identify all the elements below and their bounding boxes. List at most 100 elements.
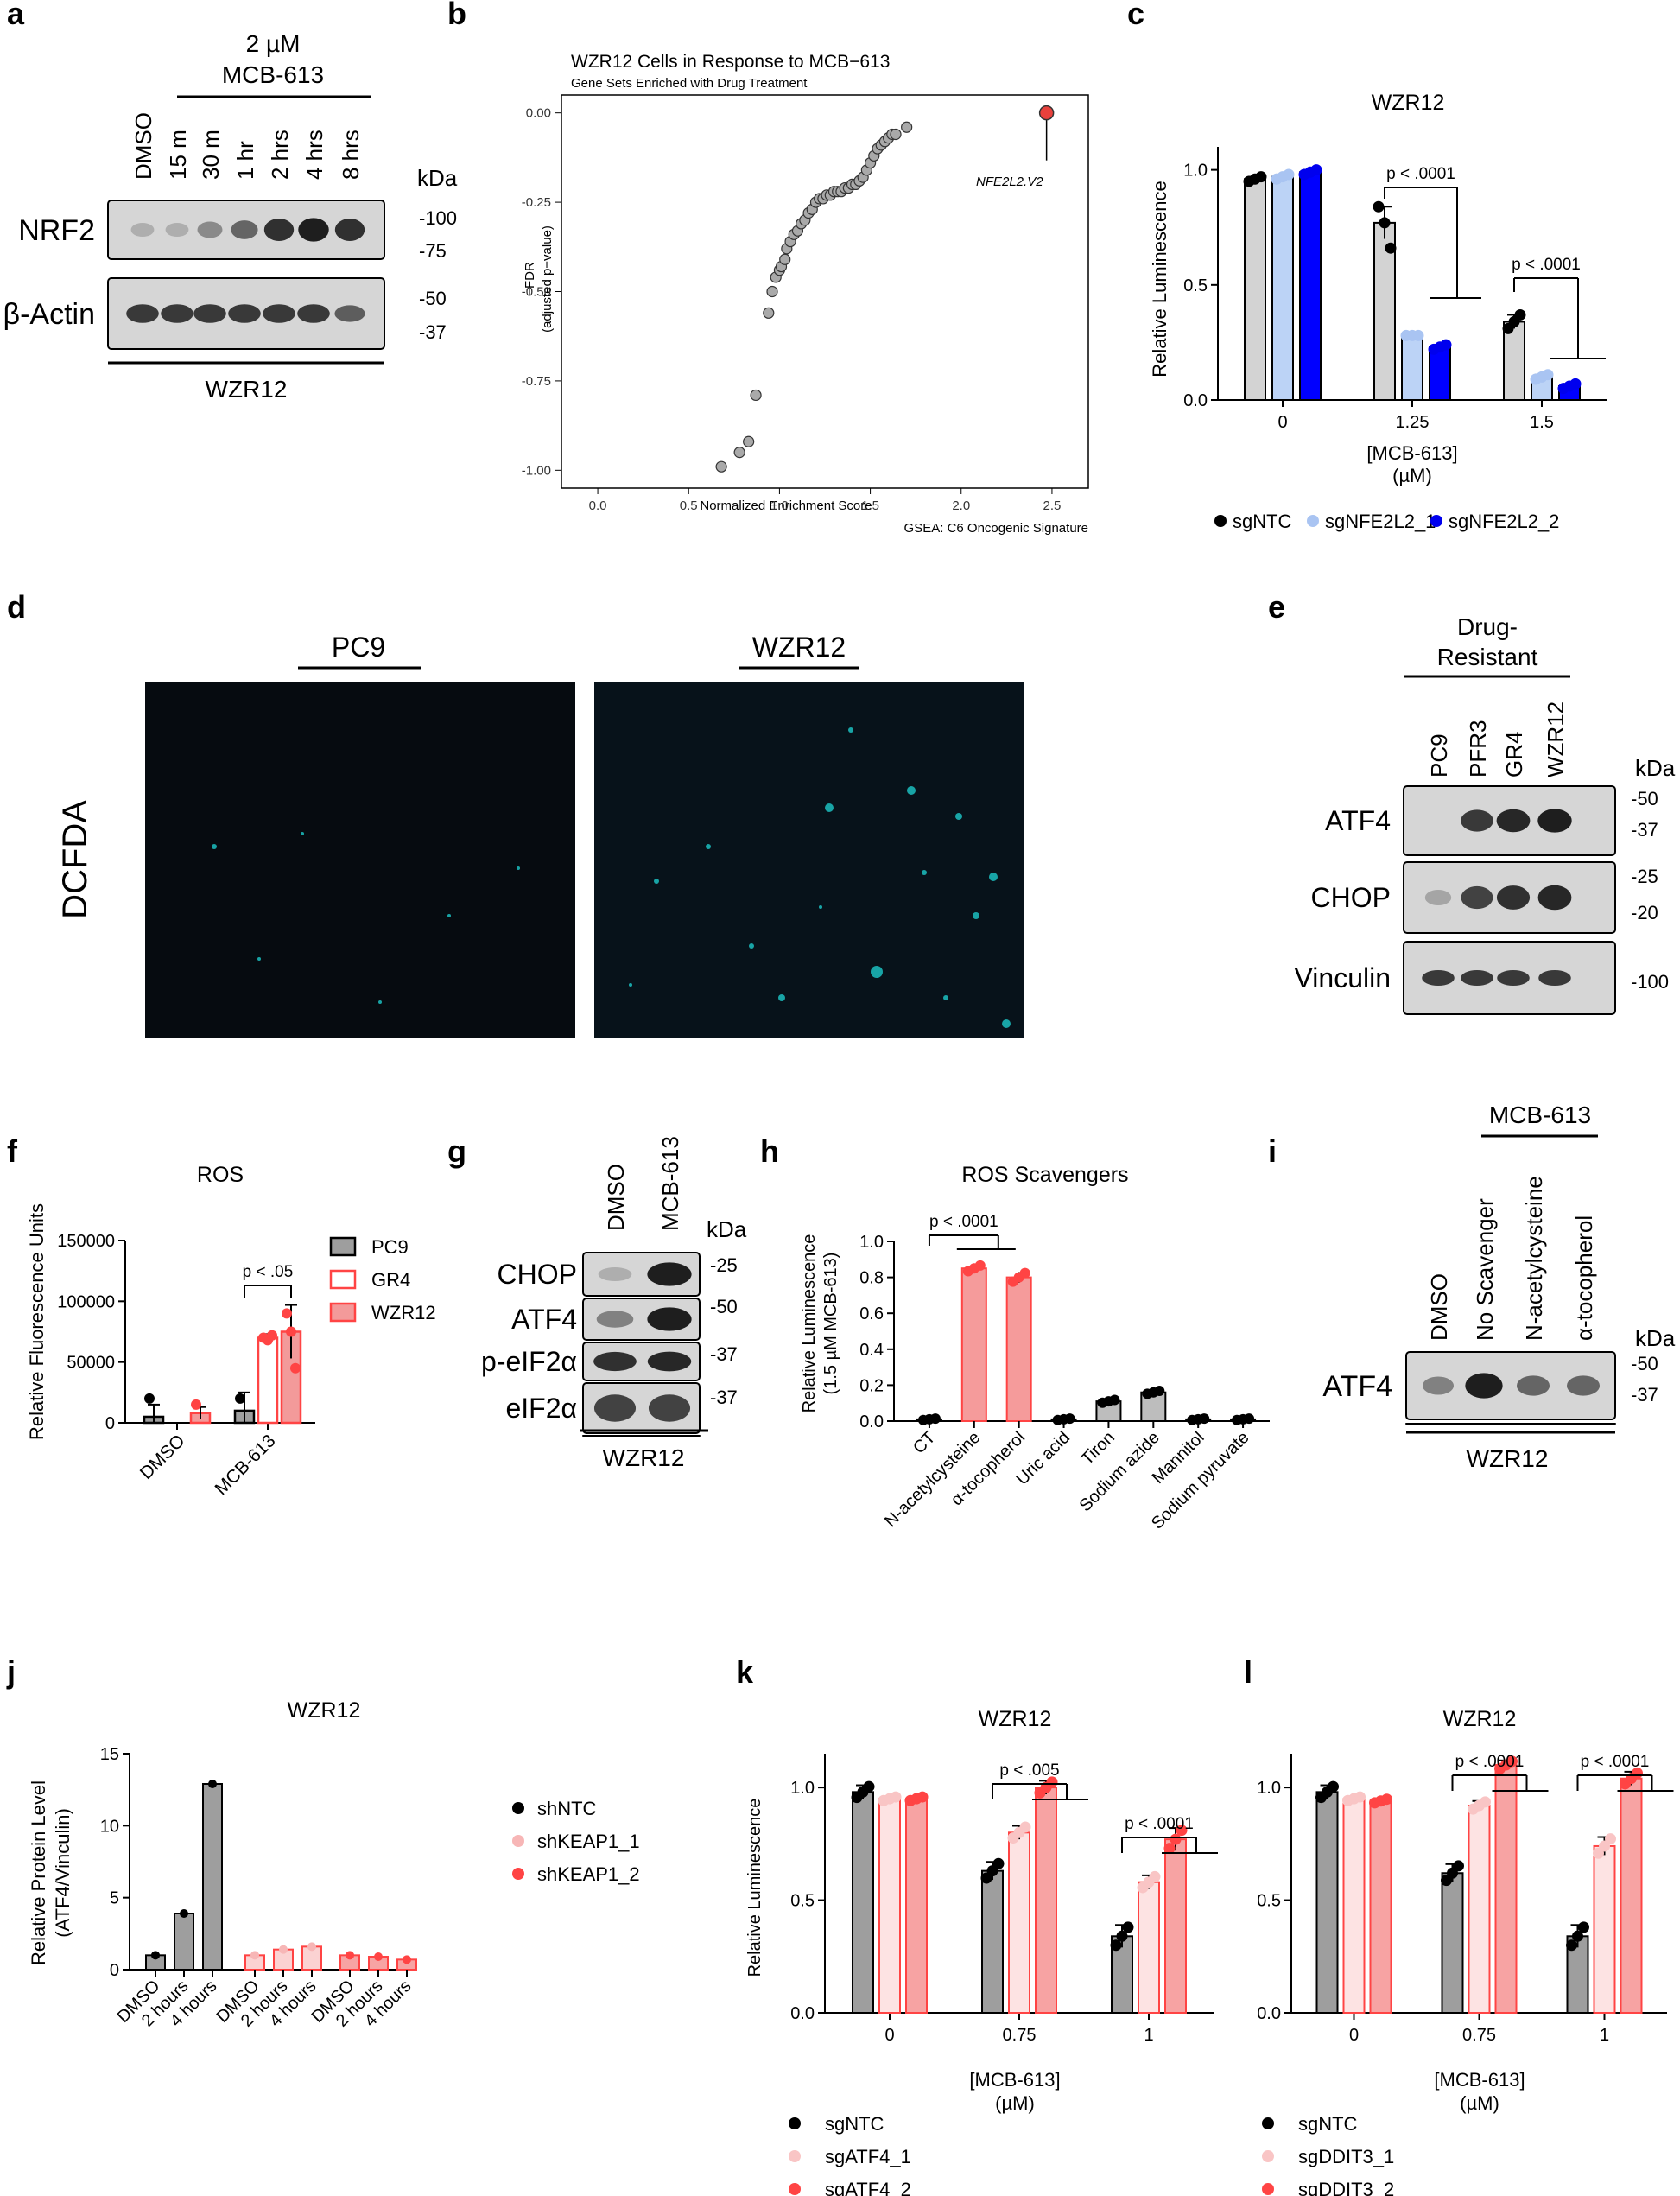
panel-j-legend: shNTC shKEAP1_1 shKEAP1_2 (512, 1798, 640, 1885)
legend-label: sgNTC (1298, 2113, 1358, 2135)
legend-label: sgATF4_1 (825, 2146, 911, 2167)
panel-b-ylabel-2: (adjusted p−value) (540, 225, 555, 333)
data-point (1599, 1840, 1610, 1852)
cell-spot (871, 966, 883, 978)
y-tick-label: 50000 (67, 1354, 115, 1373)
data-point (286, 1326, 296, 1337)
x-tick-label: 1.25 (1396, 413, 1430, 432)
panel-h-title: ROS Scavengers (961, 1163, 1128, 1187)
blot-band (647, 1262, 692, 1286)
panel-e: e Drug- Resistant PC9 PFR3 GR4 WZR12 kDa AT… (1268, 589, 1676, 1015)
cell-spot (517, 866, 520, 870)
panel-h: h ROS Scavengers Relative Luminescence (… (760, 1133, 1270, 1533)
panel-k-plot: 0.0 0.5 1.0 0 0.75 1 p < .005 p < .0001 (790, 1754, 1218, 2045)
panel-a-lane-labels: DMSO 15 m 30 m 1 hr 2 hrs 4 hrs 8 hrs (130, 112, 364, 180)
scatter-point (715, 460, 727, 473)
data-point (916, 1791, 929, 1803)
legend-marker (512, 1868, 524, 1880)
kda-marker: -100 (1631, 971, 1669, 993)
scatter-point (779, 253, 791, 265)
data-point (1566, 1939, 1577, 1952)
panel-d-col-wzr12: WZR12 (752, 632, 846, 663)
lane-label: N-acetylcysteine (1521, 1176, 1547, 1341)
blot-band (1461, 809, 1493, 832)
data-point (235, 1393, 245, 1404)
blot-row-label: ATF4 (511, 1304, 577, 1335)
y-tick-label: 0.5 (790, 1892, 815, 1911)
panel-b-title: WZR12 Cells in Response to MCB−613 (571, 52, 890, 72)
lane-label: DMSO (130, 112, 156, 180)
blot-band (1516, 1375, 1550, 1396)
legend-marker (329, 1236, 357, 1257)
y-tick-label: 0 (110, 1961, 119, 1980)
blot-band (334, 305, 365, 322)
y-tick-label: 0.0 (859, 1412, 884, 1431)
y-tick-label: 0.8 (859, 1269, 884, 1288)
panel-j-ylabel-2: (ATF4/Vinculin) (52, 1808, 73, 1938)
y-tick-label: 0.5 (1183, 276, 1208, 295)
panel-k: k WZR12 Relative Luminescence 0.00.51.00… (736, 1654, 1218, 2196)
data-point (974, 1260, 986, 1271)
panel-g-lane-labels: DMSO MCB-613 (603, 1136, 683, 1231)
cell-spot (848, 727, 853, 733)
bar (1035, 1787, 1057, 2014)
data-point (1064, 1413, 1075, 1425)
panel-g-label: g (447, 1133, 466, 1169)
kda-marker: -37 (1631, 819, 1658, 841)
blot-row-label: p-eIF2α (481, 1346, 577, 1377)
bar (1342, 1798, 1366, 2014)
data-point (374, 1952, 383, 1961)
data-point (208, 1780, 217, 1788)
panel-g-blots: CHOP -25 ATF4 -50 p-eIF2α -37 eIF2α -37 (481, 1252, 738, 1438)
lane-label: DMSO (1426, 1273, 1452, 1341)
blot-row-label: ATF4 (1322, 1370, 1392, 1403)
panel-g-cell-line: WZR12 (603, 1444, 685, 1471)
lane-label: GR4 (1501, 732, 1527, 777)
x-tick-label: 0.0 (589, 498, 607, 513)
panel-c-title: WZR12 (1372, 91, 1445, 115)
data-point (1163, 1843, 1176, 1855)
blot-band (647, 1351, 692, 1372)
bar (1401, 334, 1423, 401)
panel-b-subtitle: Gene Sets Enriched with Drug Treatment (571, 76, 808, 91)
bar (1271, 175, 1294, 402)
data-point (346, 1951, 354, 1960)
cell-spot (212, 844, 217, 849)
bar (1373, 221, 1396, 401)
blot-row-label: β-Actin (3, 298, 95, 331)
sig-label: p < .0001 (1581, 1753, 1650, 1771)
legend-marker (1262, 2117, 1274, 2129)
cell-spot (447, 914, 451, 917)
lane-label: 30 m (198, 130, 224, 180)
bar (174, 1913, 194, 1971)
panel-b-plot: 0.0 0.5 1.0 1.5 2.0 2.5 0.00 -0.25 -0.50 -0.75 -1.… (522, 94, 1089, 513)
y-tick-label: 0.00 (526, 106, 551, 121)
x-tick-label: 0.75 (1003, 2026, 1037, 2045)
cell-spot (943, 995, 948, 1000)
panel-g-kda: kDa (707, 1216, 747, 1242)
panel-j-label: j (6, 1654, 16, 1690)
data-point (1354, 1791, 1366, 1803)
panel-a-treatment-conc: 2 µM (246, 30, 301, 57)
legend-marker (329, 1269, 357, 1290)
data-point (1569, 378, 1582, 390)
legend-marker (1262, 2183, 1274, 2195)
cell-spot (778, 994, 785, 1001)
bar (1369, 1799, 1392, 2015)
data-point (1453, 1860, 1464, 1872)
data-point (180, 1909, 188, 1918)
panel-b-highlight-label: NFE2L2.V2 (976, 175, 1043, 189)
data-point (863, 1780, 875, 1793)
panel-b-source: GSEA: C6 Oncogenic Signature (904, 521, 1088, 536)
x-tick-label: 0 (1277, 413, 1287, 432)
scatter-point (901, 121, 913, 133)
blot-band (648, 1394, 691, 1422)
panel-j: j WZR12 Relative Protein Level (ATF4/Vin… (6, 1654, 640, 2031)
legend-label: sgATF4_2 (825, 2179, 911, 2196)
x-tick-label: 0.5 (680, 498, 698, 513)
scatter-point (750, 389, 762, 402)
legend-label: sgNTC (825, 2113, 884, 2135)
data-point (992, 1857, 1005, 1869)
panel-c-label: c (1127, 0, 1144, 31)
